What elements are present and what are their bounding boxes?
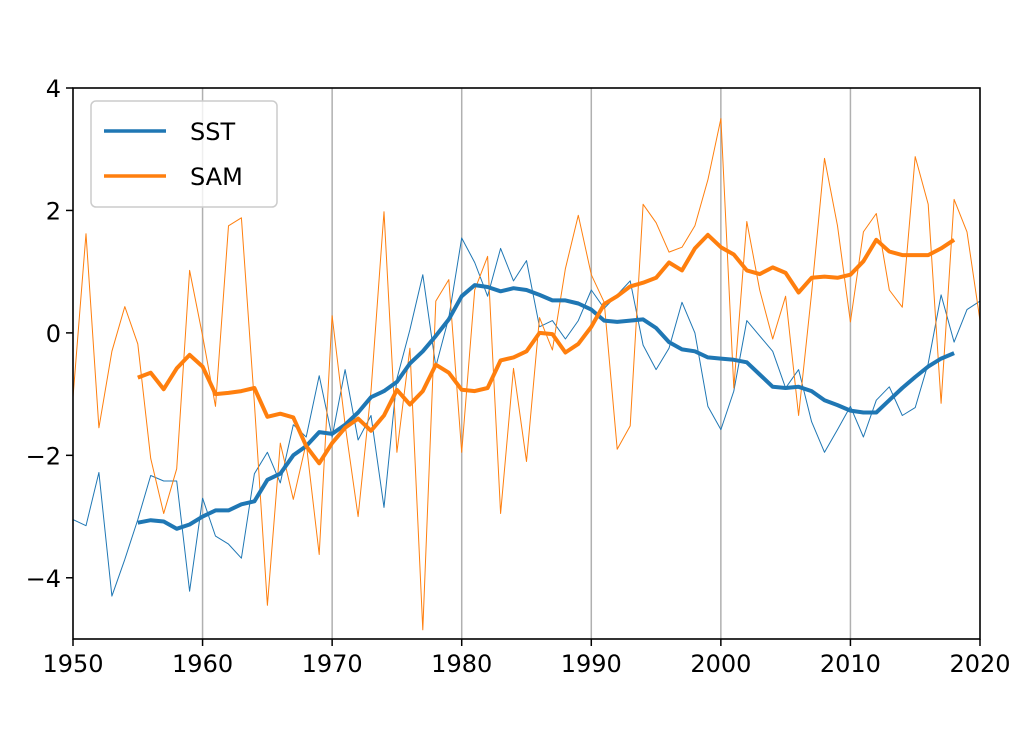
sam-raw-line [72,118,981,631]
legend-label-sst: SST [190,118,235,146]
x-tick-label: 2010 [820,650,881,678]
axis-ticks: 1950 1960 1970 1980 1990 2000 2010 2020 −4 −2 0 2 4 [26,75,1011,678]
legend: SST SAM [90,100,278,208]
x-tick-label: 1980 [431,650,492,678]
x-tick-label: 2020 [949,650,1010,678]
y-tick-label: −2 [26,442,61,470]
plot-frame [72,87,981,640]
y-tick-label: −4 [26,565,61,593]
legend-label-sam: SAM [190,163,243,191]
sst-line [137,283,955,531]
x-tick-label: 1960 [172,650,233,678]
x-tick-label: 1990 [561,650,622,678]
legend-box [90,100,278,208]
y-tick-label: 2 [46,197,61,225]
series-lines [72,118,981,631]
y-tick-label: 4 [46,75,61,103]
sst-raw-line [72,237,981,597]
x-tick-label: 1970 [302,650,363,678]
x-tick-label: 2000 [690,650,751,678]
x-tick-label: 1950 [42,650,103,678]
sam-line [137,232,956,466]
y-tick-label: 0 [46,320,61,348]
